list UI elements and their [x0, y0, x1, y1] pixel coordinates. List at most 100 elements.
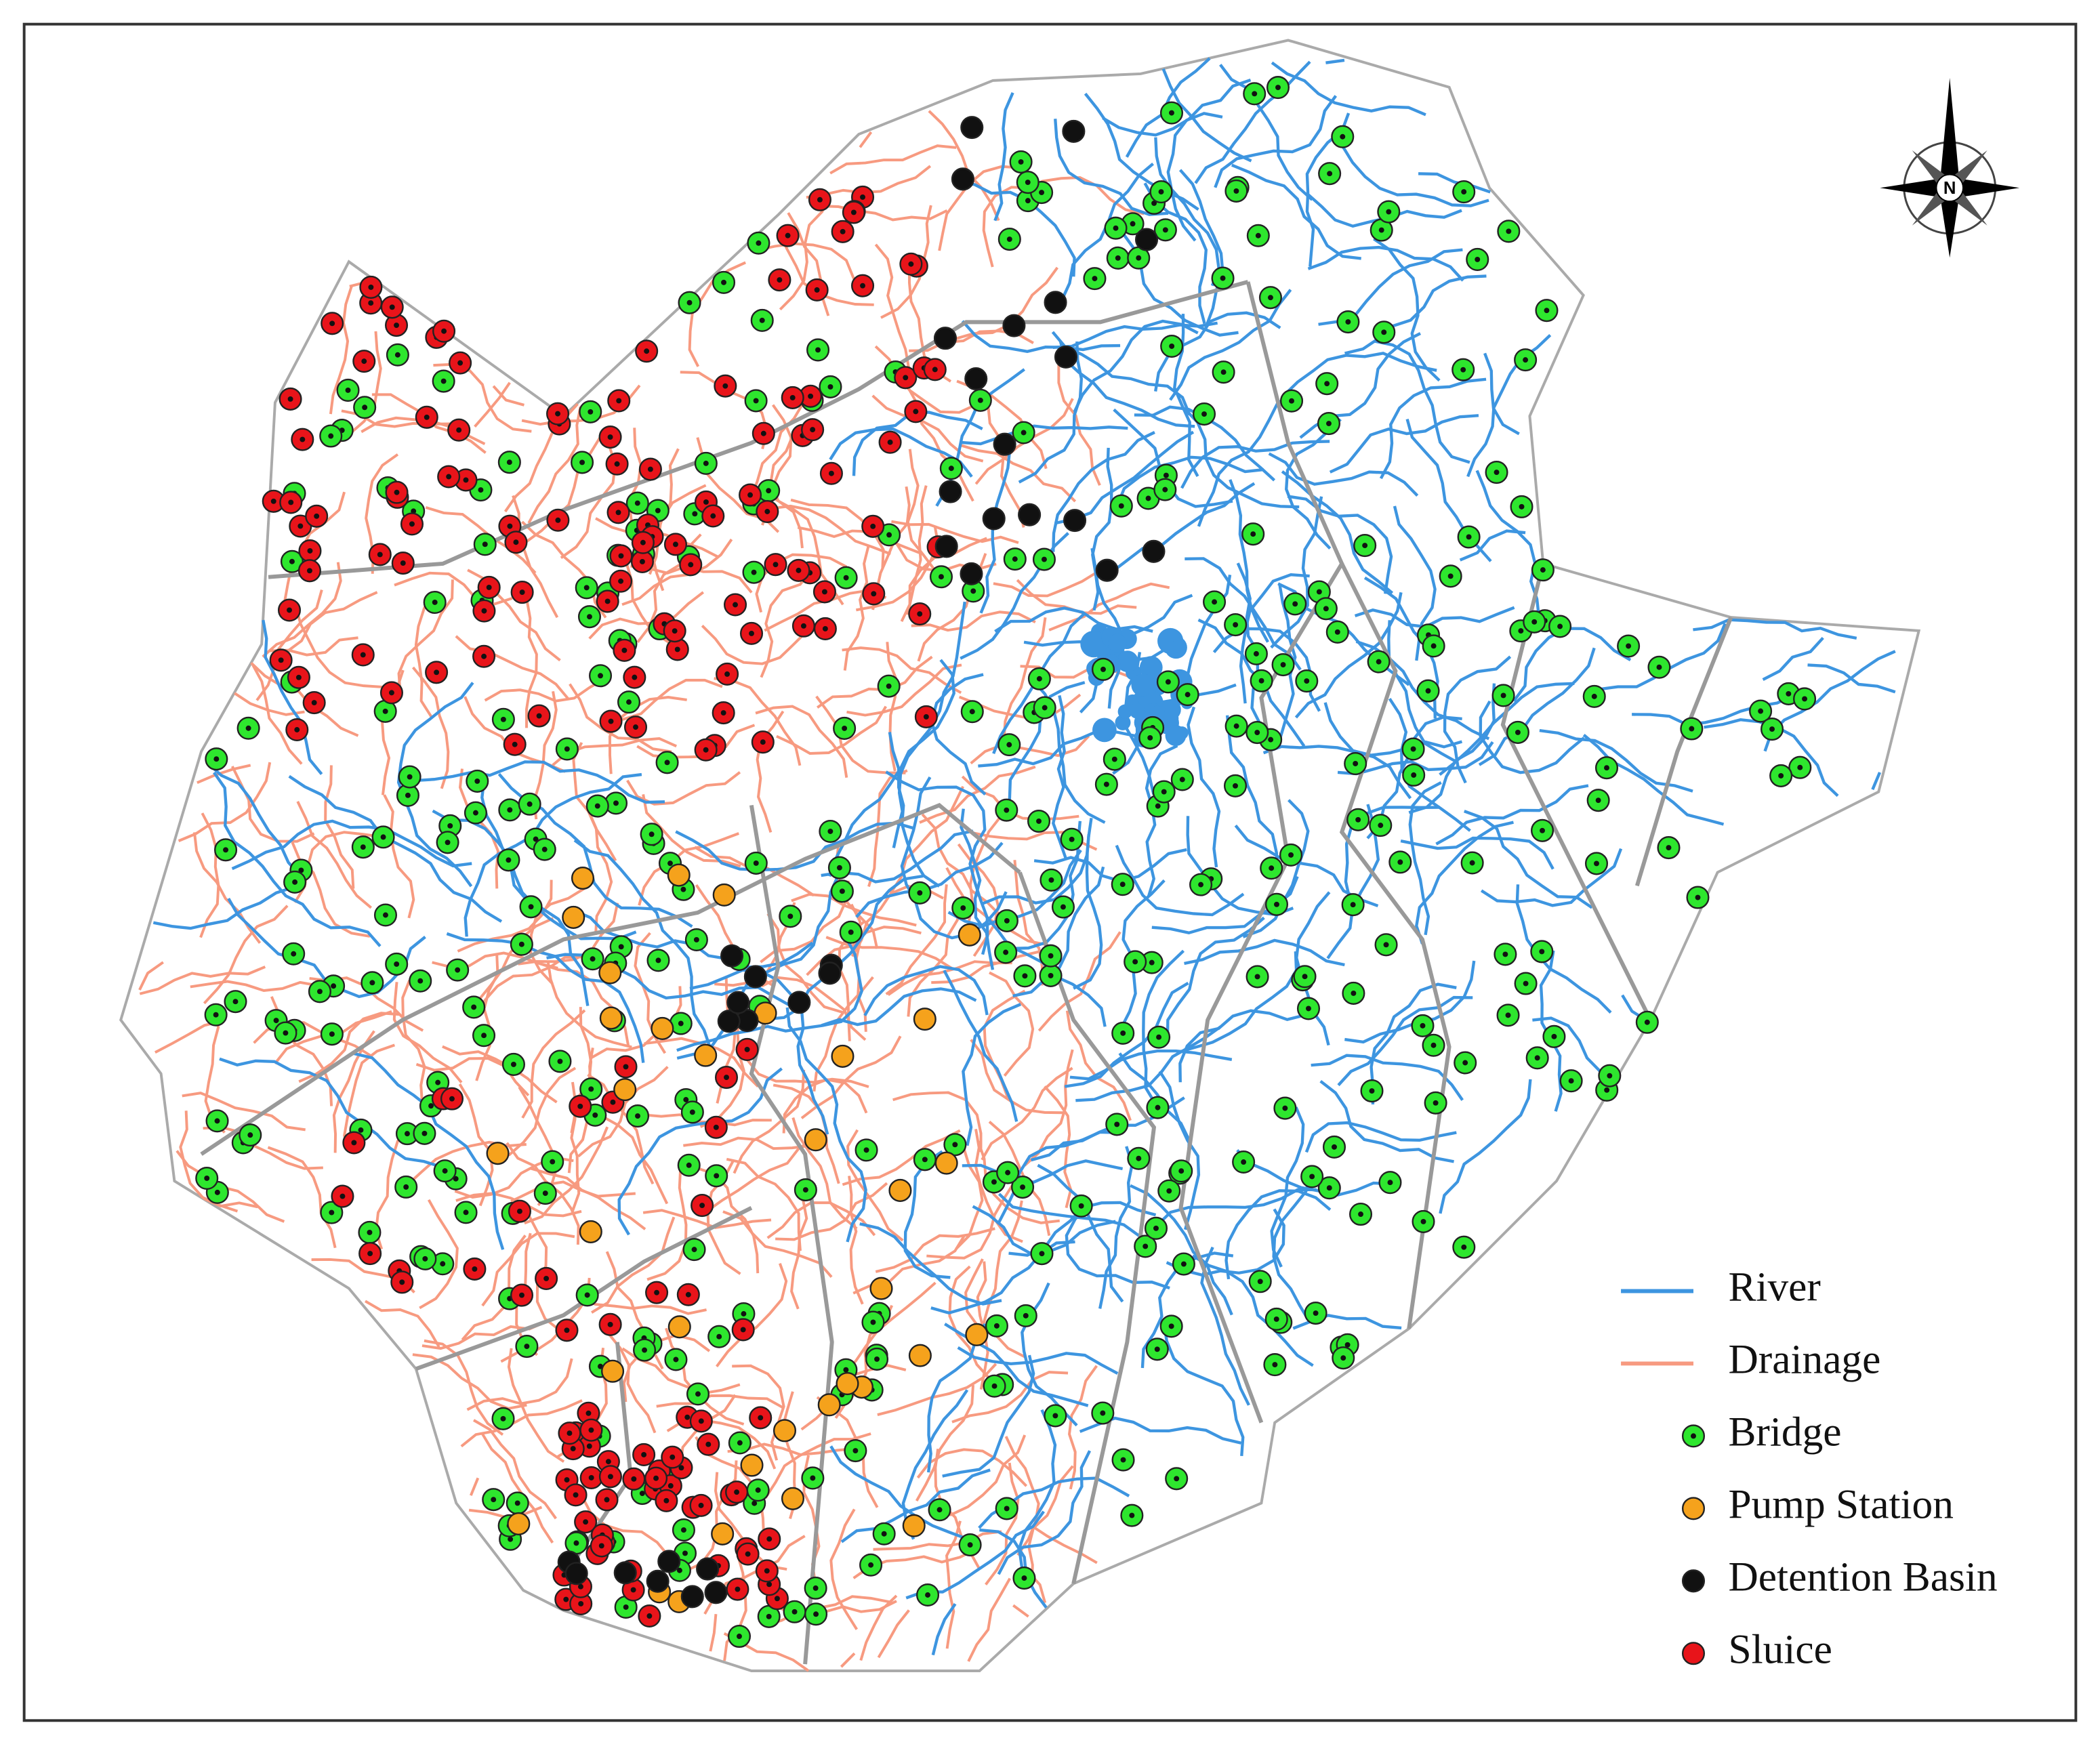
- point-center: [432, 600, 438, 605]
- point-center: [821, 589, 827, 595]
- point-center: [874, 1356, 880, 1362]
- line-feature: [1057, 364, 1101, 486]
- point-feature: [993, 432, 1016, 456]
- line-feature: [1052, 321, 1218, 349]
- line-feature: [1119, 879, 1166, 1029]
- point-center: [740, 1327, 746, 1333]
- line-feature: [1478, 647, 1596, 766]
- point-feature: [599, 1006, 623, 1030]
- line-feature: [1242, 799, 1310, 938]
- point-center: [1369, 1088, 1375, 1094]
- point-center: [1254, 730, 1260, 736]
- line-feature: [484, 677, 607, 703]
- line-feature: [1408, 781, 1442, 936]
- line-feature: [1268, 452, 1419, 497]
- point-center: [1551, 1033, 1557, 1039]
- point-center: [300, 436, 306, 442]
- point-center: [360, 844, 366, 850]
- line-feature: [424, 1339, 504, 1436]
- line-feature: [938, 165, 1021, 251]
- line-feature: [1871, 772, 1882, 791]
- line-feature: [987, 404, 1025, 528]
- point-feature: [651, 1016, 674, 1040]
- point-feature: [657, 1550, 681, 1573]
- point-center: [760, 739, 766, 745]
- point-center: [720, 710, 726, 716]
- line-feature: [288, 774, 503, 923]
- point-center: [440, 378, 447, 384]
- line-feature: [943, 970, 1018, 1122]
- point-center: [500, 716, 506, 722]
- point-feature: [888, 1178, 912, 1202]
- point-center: [435, 1079, 441, 1085]
- point-center: [716, 1333, 722, 1340]
- point-center: [1268, 737, 1274, 743]
- line-feature: [1270, 496, 1323, 649]
- point-center: [737, 1440, 743, 1446]
- point-feature: [613, 1078, 637, 1102]
- boundary: [1634, 617, 1733, 887]
- point-center: [1119, 882, 1126, 888]
- point-center: [1540, 827, 1545, 833]
- line-feature: [646, 1169, 688, 1281]
- point-feature: [982, 507, 1006, 531]
- line-feature: [1294, 592, 1403, 719]
- point-center: [1039, 1251, 1045, 1257]
- point-center: [550, 1159, 556, 1165]
- line-feature: [1134, 405, 1276, 482]
- point-center: [633, 724, 638, 730]
- point-center: [1165, 679, 1171, 685]
- line-feature: [1184, 938, 1345, 967]
- point-center: [1155, 803, 1161, 809]
- line-feature: [1194, 60, 1311, 184]
- point-center: [409, 521, 415, 527]
- point-center: [361, 358, 367, 365]
- line-feature: [828, 659, 955, 877]
- point-center: [472, 1266, 478, 1272]
- point-center: [737, 1634, 742, 1639]
- point-center: [870, 1319, 876, 1325]
- line-feature: [1354, 606, 1515, 629]
- point-center: [1309, 1174, 1315, 1180]
- point-center: [1118, 503, 1124, 509]
- line-feature: [1197, 391, 1294, 527]
- point-center: [573, 1540, 579, 1546]
- line-feature: [829, 144, 957, 175]
- line-feature: [842, 646, 962, 694]
- boundary: [1500, 563, 1653, 1021]
- line-feature: [296, 801, 372, 909]
- point-center: [1469, 860, 1475, 866]
- point-center: [1595, 797, 1601, 804]
- point-center: [751, 569, 757, 575]
- line-feature: [859, 131, 873, 148]
- point-center: [345, 388, 351, 393]
- line-feature: [642, 1209, 772, 1229]
- point-center: [1272, 1362, 1278, 1368]
- legend-label: Pump Station: [1728, 1481, 1953, 1527]
- point-center: [584, 1292, 590, 1298]
- line-feature: [294, 606, 383, 688]
- point-center: [1425, 688, 1431, 694]
- point-center: [1557, 623, 1563, 629]
- point-feature: [836, 1372, 859, 1396]
- line-feature: [460, 1399, 583, 1448]
- compass-center: [1935, 173, 1964, 203]
- point-center: [967, 1542, 973, 1548]
- point-center: [698, 1502, 704, 1508]
- point-center: [850, 209, 857, 215]
- line-feature: [961, 320, 1121, 353]
- point-center: [481, 1033, 487, 1039]
- point-center: [1168, 1323, 1174, 1329]
- point-center: [686, 299, 693, 306]
- point-center: [1430, 643, 1437, 649]
- line-feature: [476, 955, 584, 1018]
- point-center: [745, 1551, 751, 1557]
- line-feature: [985, 1462, 1020, 1585]
- point-center: [1644, 1019, 1650, 1025]
- point-center: [1604, 1087, 1610, 1093]
- line-feature: [701, 625, 808, 665]
- point-center: [699, 1203, 705, 1209]
- line-feature: [1060, 162, 1154, 301]
- point-center: [735, 1586, 741, 1592]
- point-center: [1540, 567, 1546, 573]
